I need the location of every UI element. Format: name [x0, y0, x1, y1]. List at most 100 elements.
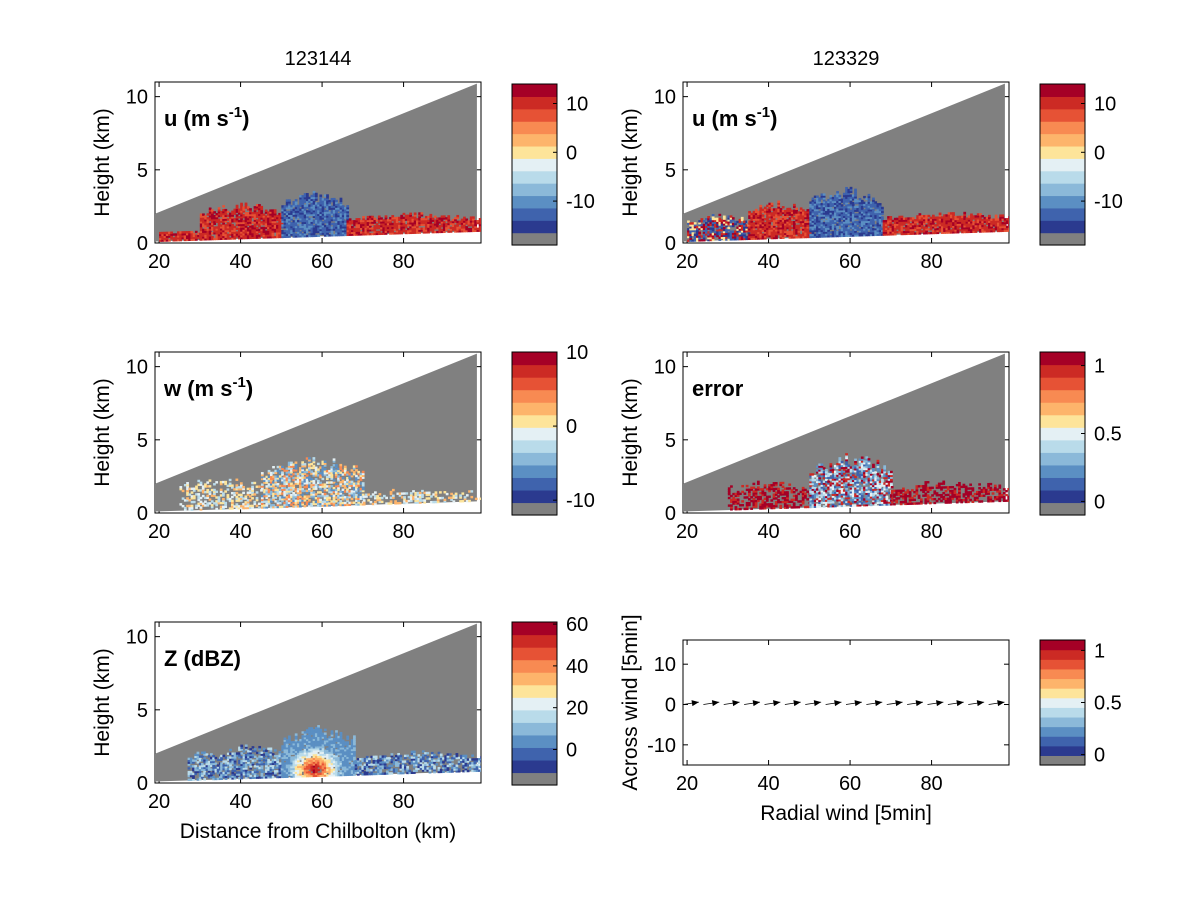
heatmap-cell: [965, 221, 969, 224]
heatmap-cell: [842, 209, 846, 213]
heatmap-cell: [364, 225, 368, 228]
heatmap-cell: [165, 233, 169, 236]
heatmap-cell: [818, 474, 822, 478]
heatmap-cell: [887, 217, 890, 221]
heatmap-cell: [362, 495, 366, 498]
heatmap-cell: [687, 239, 690, 242]
heatmap-cell: [325, 502, 329, 505]
heatmap-cell: [305, 202, 309, 205]
heatmap-cell: [851, 211, 855, 214]
heatmap-cell: [351, 229, 354, 233]
heatmap-cell: [246, 504, 250, 508]
heatmap-cell: [831, 219, 835, 223]
heatmap-cell: [204, 500, 207, 503]
heatmap-cell: [228, 497, 232, 501]
heatmap-cell: [813, 218, 817, 221]
heatmap-cell: [931, 220, 935, 223]
heatmap-cell: [296, 472, 300, 476]
heatmap-cell: [228, 223, 232, 227]
heatmap-cell: [323, 234, 327, 237]
heatmap-cell: [786, 223, 790, 226]
heatmap-cell: [301, 198, 305, 202]
heatmap-cell: [865, 218, 869, 222]
heatmap-cell: [334, 465, 338, 469]
heatmap-cell: [281, 488, 284, 491]
heatmap-cell: [845, 211, 848, 215]
heatmap-cell: [981, 230, 985, 233]
heatmap-cell: [290, 233, 294, 236]
heatmap-cell: [772, 493, 776, 496]
heatmap-cell: [858, 220, 862, 224]
heatmap-cell: [285, 203, 289, 206]
heatmap-cell: [361, 497, 365, 500]
heatmap-cell: [303, 470, 307, 474]
heatmap-cell: [341, 229, 345, 233]
heatmap-cell: [836, 198, 839, 202]
heatmap-cell: [265, 490, 269, 494]
heatmap-cell: [222, 220, 225, 223]
heatmap-cell: [972, 215, 976, 218]
heatmap-cell: [689, 235, 693, 239]
heatmap-cell: [274, 488, 278, 492]
heatmap-cell: [452, 496, 456, 499]
heatmap-cell: [326, 230, 329, 233]
heatmap-cell: [204, 238, 208, 241]
heatmap-cell: [816, 231, 819, 235]
heatmap-cell: [267, 236, 270, 239]
heatmap-cell: [312, 211, 316, 215]
heatmap-cell: [163, 233, 167, 237]
heatmap-cell: [269, 224, 273, 228]
heatmap-cell: [287, 463, 291, 467]
heatmap-cell: [425, 491, 429, 495]
heatmap-cell: [938, 212, 942, 215]
heatmap-cell: [1003, 223, 1007, 227]
heatmap-cell: [881, 216, 884, 219]
heatmap-cell: [190, 487, 194, 490]
heatmap-cell: [337, 209, 341, 212]
heatmap-cell: [902, 217, 906, 220]
heatmap-cell: [199, 219, 203, 222]
heatmap-cell: [940, 225, 944, 229]
heatmap-cell: [716, 217, 719, 221]
heatmap-cell: [900, 225, 904, 228]
heatmap-cell: [970, 213, 973, 216]
heatmap-cell: [799, 218, 803, 222]
heatmap-cell: [328, 498, 331, 501]
heatmap-cell: [287, 503, 291, 506]
heatmap-cell: [376, 496, 380, 500]
heatmap-cell: [161, 231, 165, 235]
heatmap-cell: [290, 206, 294, 210]
heatmap-cell: [332, 203, 336, 207]
heatmap-cell: [224, 208, 228, 212]
heatmap-cell: [820, 235, 824, 238]
heatmap-cell: [696, 229, 699, 233]
heatmap-cell: [213, 502, 216, 505]
heatmap-cell: [931, 222, 935, 225]
heatmap-cell: [290, 222, 294, 225]
heatmap-cell: [759, 204, 763, 208]
heatmap-cell: [321, 492, 325, 496]
heatmap-cell: [952, 231, 955, 234]
heatmap-cell: [729, 221, 733, 224]
heatmap-cell: [237, 493, 241, 497]
heatmap-cell: [294, 199, 298, 202]
heatmap-cell: [246, 502, 250, 506]
heatmap-cell: [260, 209, 264, 213]
x-tick-label: 40: [229, 521, 251, 543]
heatmap-cell: [878, 229, 882, 233]
heatmap-cell: [845, 217, 848, 220]
heatmap-cell: [816, 494, 819, 497]
heatmap-cell: [766, 217, 769, 221]
heatmap-cell: [438, 225, 442, 228]
heatmap-cell: [748, 212, 751, 216]
heatmap-cell: [766, 219, 769, 223]
heatmap-cell: [956, 225, 960, 228]
heatmap-cell: [204, 234, 208, 237]
heatmap-cell: [867, 203, 871, 206]
heatmap-cell: [786, 232, 790, 235]
heatmap-cell: [341, 220, 345, 223]
heatmap-cell: [718, 221, 722, 224]
heatmap-cell: [949, 217, 953, 221]
heatmap-cell: [765, 505, 769, 508]
heatmap-cell: [465, 218, 469, 221]
